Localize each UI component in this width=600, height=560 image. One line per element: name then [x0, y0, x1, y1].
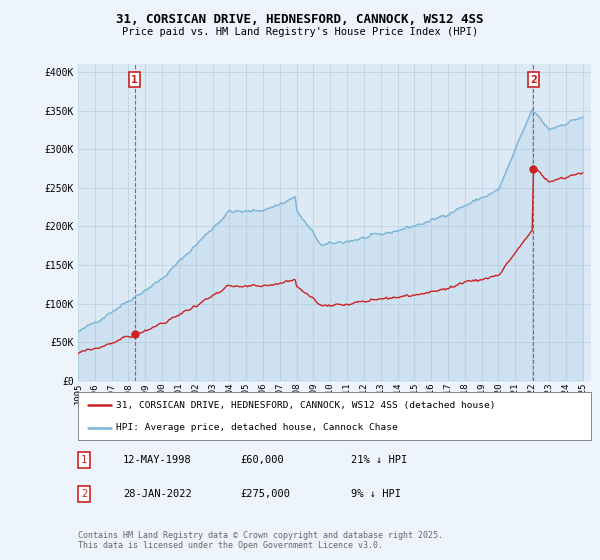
- Text: 21% ↓ HPI: 21% ↓ HPI: [351, 455, 407, 465]
- Text: 31, CORSICAN DRIVE, HEDNESFORD, CANNOCK, WS12 4SS: 31, CORSICAN DRIVE, HEDNESFORD, CANNOCK,…: [116, 13, 484, 26]
- Text: 28-JAN-2022: 28-JAN-2022: [123, 489, 192, 499]
- Text: 31, CORSICAN DRIVE, HEDNESFORD, CANNOCK, WS12 4SS (detached house): 31, CORSICAN DRIVE, HEDNESFORD, CANNOCK,…: [116, 401, 496, 410]
- Text: £60,000: £60,000: [240, 455, 284, 465]
- Point: [529, 164, 538, 173]
- Text: 1: 1: [131, 75, 138, 85]
- Text: £275,000: £275,000: [240, 489, 290, 499]
- Text: Price paid vs. HM Land Registry's House Price Index (HPI): Price paid vs. HM Land Registry's House …: [122, 27, 478, 38]
- Text: 2: 2: [530, 75, 536, 85]
- Text: 12-MAY-1998: 12-MAY-1998: [123, 455, 192, 465]
- Text: 9% ↓ HPI: 9% ↓ HPI: [351, 489, 401, 499]
- Point: [130, 330, 139, 339]
- Text: Contains HM Land Registry data © Crown copyright and database right 2025.
This d: Contains HM Land Registry data © Crown c…: [78, 531, 443, 550]
- Text: HPI: Average price, detached house, Cannock Chase: HPI: Average price, detached house, Cann…: [116, 423, 398, 432]
- Text: 1: 1: [81, 455, 87, 465]
- Text: 2: 2: [81, 489, 87, 499]
